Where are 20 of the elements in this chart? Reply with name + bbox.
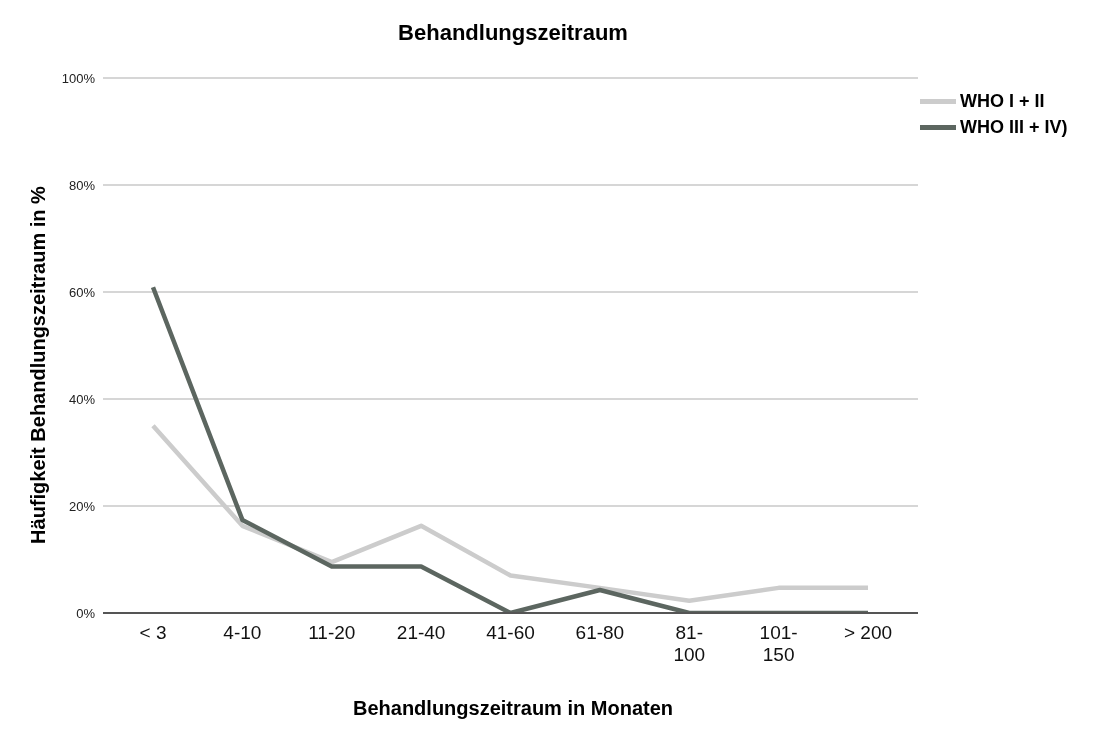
y-tick-label: 40%: [68, 391, 96, 407]
y-tick-label: 0%: [76, 605, 96, 621]
x-axis-title: Behandlungszeitraum in Monaten: [352, 696, 674, 720]
y-tick-label: 80%: [68, 177, 96, 193]
y-tick-label: 20%: [68, 498, 96, 514]
x-tick-label: > 200: [843, 622, 893, 643]
x-tick-label: 41-60: [486, 622, 535, 643]
x-tick-label: < 3: [139, 622, 167, 643]
legend-label: WHO III + IV): [960, 116, 1068, 138]
x-tick-label: 4-10: [223, 622, 262, 643]
x-tick-label: 81-100: [673, 622, 706, 665]
y-tick-label: 60%: [68, 284, 96, 300]
legend-label: WHO I + II: [960, 90, 1045, 112]
x-tick-label: 11-20: [308, 622, 356, 643]
chart-title: Behandlungszeitraum: [397, 20, 629, 46]
y-tick-label: 100%: [61, 70, 96, 86]
y-axis-title: Häufigkeit Behandlungszeitraum in %: [26, 186, 50, 544]
x-tick-label: 101-150: [759, 622, 798, 665]
x-tick-label: 21-40: [396, 622, 446, 643]
x-tick-label: 61-80: [575, 622, 625, 643]
